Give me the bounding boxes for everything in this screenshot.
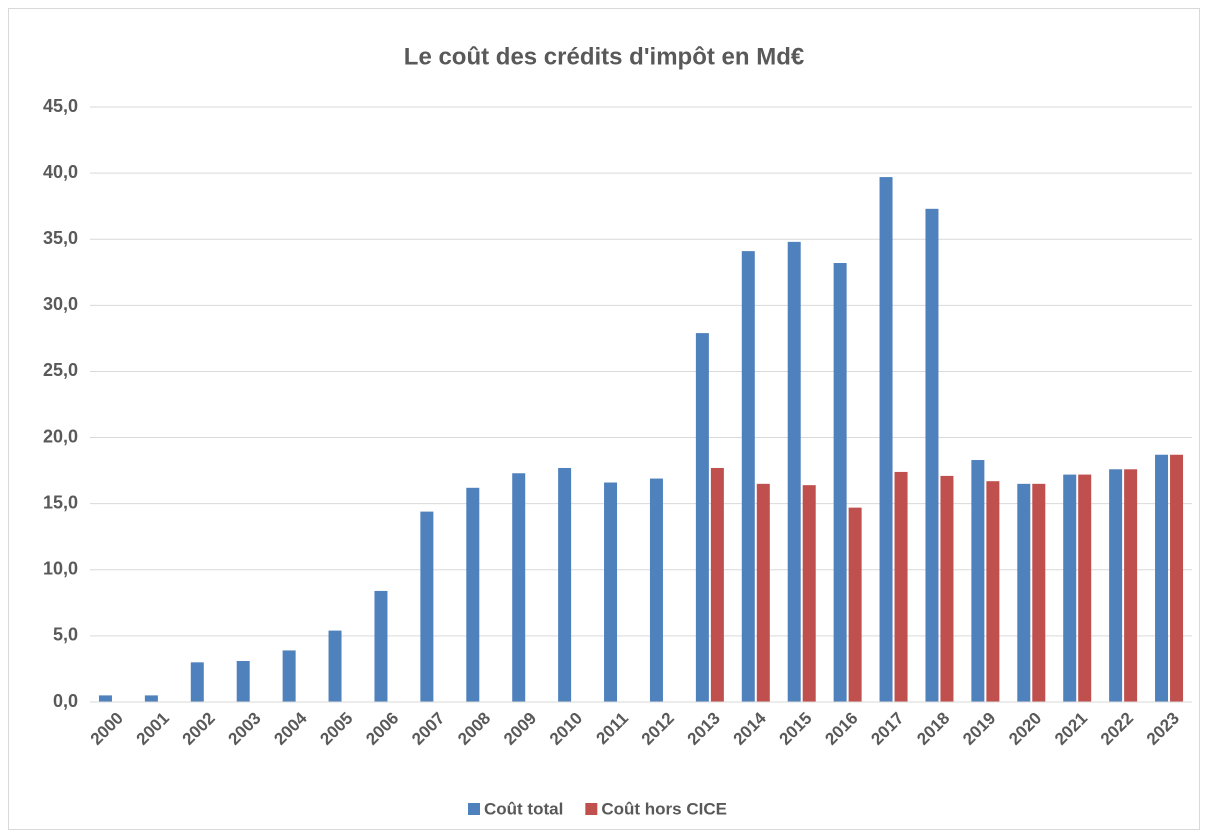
bar [1124,469,1138,702]
legend-swatch [585,803,598,815]
bar [236,661,250,702]
y-tick-label: 45,0 [43,96,78,116]
bar [190,662,204,702]
y-tick-label: 40,0 [43,162,78,182]
bar [986,481,1000,702]
bar [1109,469,1123,702]
bar [1032,483,1046,702]
legend-label: Coût hors CICE [601,799,727,818]
bar [894,471,908,702]
chart-border [8,8,1200,830]
bar [282,650,296,702]
y-tick-label: 35,0 [43,228,78,248]
bar [940,475,954,702]
y-tick-label: 20,0 [43,426,78,446]
bar [833,263,847,702]
y-tick-label: 10,0 [43,559,78,579]
bar [1078,474,1092,702]
y-tick-label: 15,0 [43,492,78,512]
bar [741,251,755,702]
bar [512,473,526,702]
chart-title: Le coût des crédits d'impôt en Md€ [404,43,804,70]
bar [558,467,572,702]
bar [328,630,342,702]
bar [144,695,158,702]
bar [420,511,434,702]
bar [466,487,480,702]
bar [848,507,862,702]
bar [649,478,663,702]
bar [98,695,112,702]
bar [1063,474,1077,702]
bar [756,483,770,702]
bar [604,482,618,702]
bar [925,208,939,703]
y-tick-label: 0,0 [53,691,78,711]
bar [1017,483,1031,702]
bar [710,467,724,702]
y-tick-label: 5,0 [53,625,78,645]
bar [1155,454,1169,702]
bar [1170,454,1184,702]
bar [787,241,801,702]
bar [971,460,985,702]
bar [374,590,388,702]
y-tick-label: 25,0 [43,360,78,380]
bar [802,485,816,702]
bar [879,177,893,703]
y-tick-label: 30,0 [43,294,78,314]
legend-swatch [468,803,480,815]
legend-label: Coût total [484,799,563,818]
bar [695,333,709,702]
